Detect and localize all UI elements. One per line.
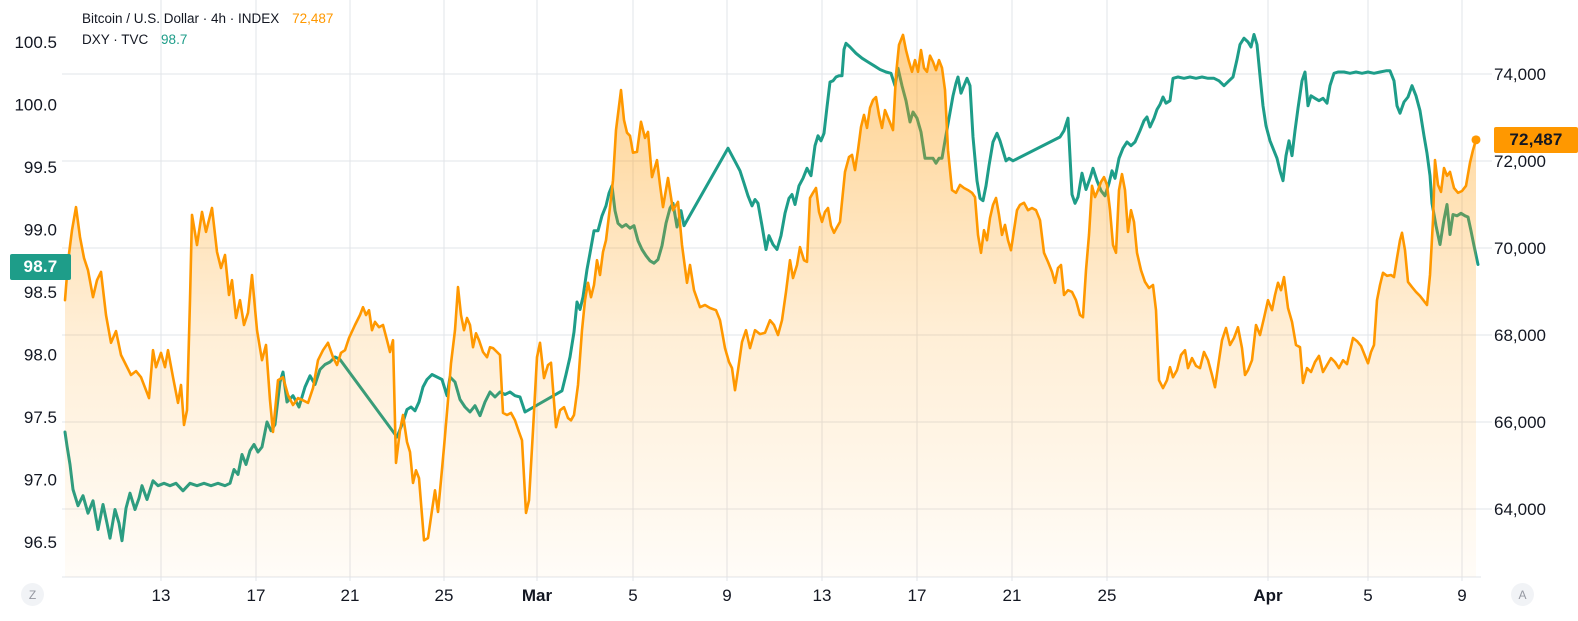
time-axis-label: 17 xyxy=(908,586,927,605)
time-axis-label: Mar xyxy=(522,586,553,605)
legend-row-symbol[interactable]: Bitcoin / U.S. Dollar · 4h · INDEX 72,48… xyxy=(82,8,333,29)
right-axis-label: 64,000 xyxy=(1494,500,1546,519)
time-axis-label: 5 xyxy=(1363,586,1372,605)
left-axis-label: 100.0 xyxy=(14,96,57,115)
right-axis-label: 70,000 xyxy=(1494,239,1546,258)
time-axis-label: 13 xyxy=(152,586,171,605)
corner-button-a[interactable]: A xyxy=(1511,583,1534,606)
right-price-axis[interactable] xyxy=(1483,0,1578,577)
dxy-line-series xyxy=(63,33,1480,543)
btc-last-value: 72,487 xyxy=(292,11,334,26)
left-axis-label: 96.5 xyxy=(24,533,57,552)
time-axis-label: 9 xyxy=(1457,586,1466,605)
btc-last-price-dot xyxy=(1471,135,1481,145)
corner-button-z[interactable]: Z xyxy=(21,583,44,606)
time-axis-label: 17 xyxy=(247,586,266,605)
dxy-last-value: 98.7 xyxy=(161,32,188,47)
symbol-title: Bitcoin / U.S. Dollar · 4h · INDEX xyxy=(82,11,280,26)
time-axis-label: Apr xyxy=(1253,586,1283,605)
left-axis-label: 100.5 xyxy=(14,33,57,52)
time-axis-label: 13 xyxy=(813,586,832,605)
dxy-price-badge: 98.7 xyxy=(10,254,71,280)
right-axis-label: 66,000 xyxy=(1494,413,1546,432)
btc-line-series xyxy=(63,33,1478,542)
legend: Bitcoin / U.S. Dollar · 4h · INDEX 72,48… xyxy=(82,8,333,50)
left-axis-label: 98.5 xyxy=(24,283,57,302)
time-axis-label: 9 xyxy=(722,586,731,605)
time-axis-label: 5 xyxy=(628,586,637,605)
btc-price-badge: 72,487 xyxy=(1494,126,1578,153)
left-price-axis[interactable] xyxy=(0,0,60,577)
left-axis-label: 98.0 xyxy=(24,346,57,365)
legend-row-overlay[interactable]: DXY · TVC 98.7 xyxy=(82,29,333,50)
overlay-title: DXY · TVC xyxy=(82,32,149,47)
right-axis-label: 68,000 xyxy=(1494,326,1546,345)
time-axis-label: 25 xyxy=(1098,586,1117,605)
left-axis-label: 99.0 xyxy=(24,221,57,240)
btc-area-fill xyxy=(65,34,1476,577)
dxy-badge-value: 98.7 xyxy=(23,257,58,276)
time-axis-label: 21 xyxy=(341,586,360,605)
right-axis-label: 72,000 xyxy=(1494,152,1546,171)
corner-button-a-label: A xyxy=(1518,587,1527,602)
time-axis-label: 21 xyxy=(1003,586,1022,605)
btc-badge-value: 72,487 xyxy=(1509,129,1563,149)
time-axis-label: 25 xyxy=(435,586,454,605)
right-axis-label: 74,000 xyxy=(1494,65,1546,84)
left-axis-label: 99.5 xyxy=(24,158,57,177)
time-axis[interactable] xyxy=(60,578,1480,621)
corner-button-z-label: Z xyxy=(28,587,37,602)
left-axis-label: 97.0 xyxy=(24,471,57,490)
left-axis-label: 97.5 xyxy=(24,408,57,427)
